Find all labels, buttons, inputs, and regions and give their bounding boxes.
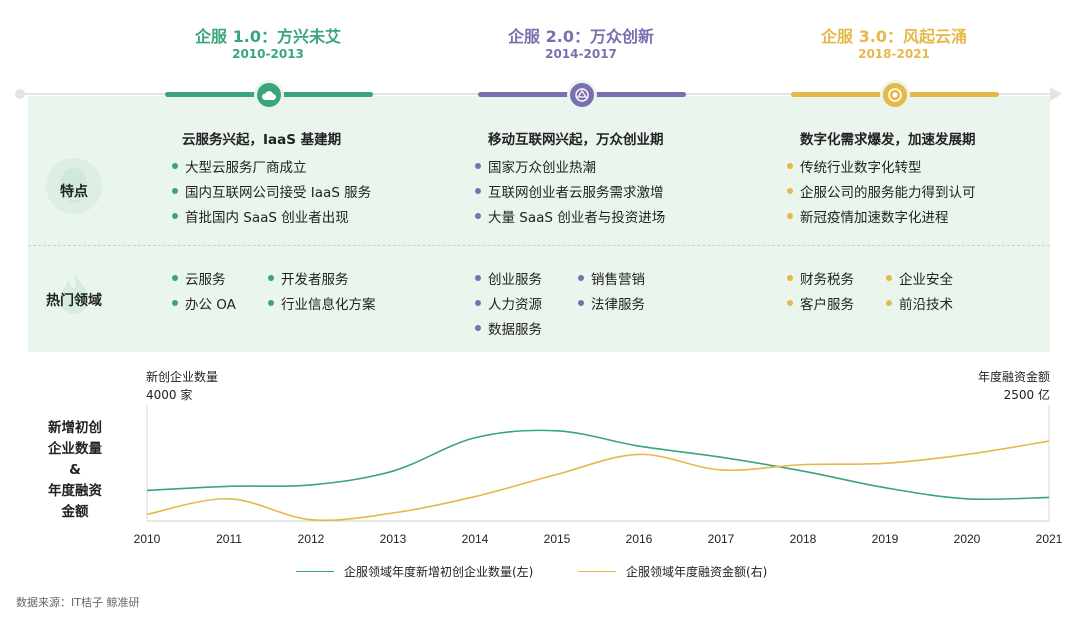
left-axis-max: 4000 家: [146, 388, 193, 402]
list-item: 人力资源: [475, 293, 542, 313]
target-icon: [880, 80, 910, 110]
series-line-1: [146, 429, 1050, 501]
era-2-title: 企服 2.0：万众创新: [508, 27, 654, 46]
line-chart: 2010 2011 2012 2013 2014 2015 2016 2017 2018 2019…: [134, 405, 1063, 546]
list-item: 互联网创业者云服务需求激增: [475, 181, 664, 201]
list-item: 大型云服务厂商成立: [172, 156, 307, 176]
list-item: 办公 OA: [172, 293, 236, 313]
list-item: 传统行业数字化转型: [787, 156, 922, 176]
right-axis-max: 2500 亿: [1003, 388, 1050, 402]
list-item: 国家万众创业热潮: [475, 156, 596, 176]
x-tick-label: 2016: [626, 532, 653, 546]
features-badge: [46, 158, 102, 214]
left-axis-title: 新创企业数量: [146, 370, 219, 384]
legend-series-1: 企服领域年度新增初创企业数量(左): [296, 563, 533, 580]
x-tick-label: 2020: [954, 532, 981, 546]
era-2-years: 2014-2017: [545, 47, 617, 61]
era-table-panel: [28, 96, 1050, 352]
list-item: 销售营销: [578, 268, 645, 288]
list-item: 客户服务: [787, 293, 854, 313]
legend-series-2: 企服领域年度融资金额(右): [578, 563, 767, 580]
x-tick-label: 2010: [134, 532, 161, 546]
list-item: 企业安全: [886, 268, 953, 288]
list-item: 云服务: [172, 268, 226, 288]
x-tick-label: 2019: [872, 532, 899, 546]
cloud-icon: [254, 80, 284, 110]
x-tick-label: 2015: [544, 532, 571, 546]
list-item: 行业信息化方案: [268, 293, 376, 313]
x-tick-label: 2014: [462, 532, 489, 546]
list-item: 国内互联网公司接受 IaaS 服务: [172, 181, 371, 201]
hot-fields-badge: [46, 266, 102, 322]
list-item: 新冠疫情加速数字化进程: [787, 206, 949, 226]
x-tick-label: 2011: [216, 532, 242, 546]
x-tick-label: 2018: [790, 532, 817, 546]
row-label-hot-fields: 热门领域: [46, 293, 102, 309]
era-1-feature-head: 云服务兴起，IaaS 基建期: [182, 132, 342, 148]
right-axis-title: 年度融资金额: [977, 370, 1050, 384]
data-source: 数据来源：IT桔子 鲸准研: [16, 596, 140, 609]
list-item: 大量 SaaS 创业者与投资进场: [475, 206, 665, 226]
network-icon: [567, 80, 597, 110]
x-tick-label: 2017: [708, 532, 735, 546]
list-item: 企服公司的服务能力得到认可: [787, 181, 976, 201]
era-3-years: 2018-2021: [858, 47, 930, 61]
list-item: 数据服务: [475, 318, 542, 338]
list-item: 财务税务: [787, 268, 854, 288]
list-item: 首批国内 SaaS 创业者出现: [172, 206, 349, 226]
x-tick-label: 2013: [380, 532, 407, 546]
row-divider: [28, 245, 1050, 246]
era-1-title: 企服 1.0：方兴未艾: [195, 27, 341, 46]
y-axis-title: 新增初创 企业数量 & 年度融资 金额: [48, 420, 102, 520]
era-2-feature-head: 移动互联网兴起，万众创业期: [488, 132, 664, 148]
list-item: 法律服务: [578, 293, 645, 313]
list-item: 开发者服务: [268, 268, 349, 288]
era-3-title: 企服 3.0：风起云涌: [821, 27, 967, 46]
series-line-2: [146, 440, 1050, 522]
era-3-feature-head: 数字化需求爆发，加速发展期: [800, 132, 976, 148]
x-tick-label: 2012: [298, 532, 325, 546]
era-1-years: 2010-2013: [232, 47, 304, 61]
list-item: 前沿技术: [886, 293, 953, 313]
row-label-features: 特点: [60, 184, 88, 200]
x-tick-label: 2021: [1036, 532, 1063, 546]
list-item: 创业服务: [475, 268, 542, 288]
